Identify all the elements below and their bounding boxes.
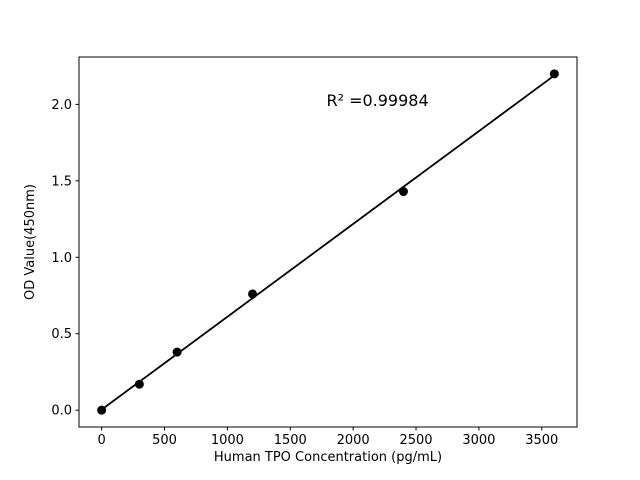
x-axis: 0 500 1000 1500 2000 2500 3000 3500 [97, 427, 558, 448]
r-squared-annotation: R² =0.99984 [326, 91, 428, 110]
svg-text:3000: 3000 [462, 433, 495, 448]
x-axis-label: Human TPO Concentration (pg/mL) [214, 450, 442, 465]
regression-line [101, 74, 555, 411]
data-points [97, 69, 559, 415]
svg-text:1.0: 1.0 [51, 251, 72, 266]
y-axis-label: OD Value(450nm) [23, 184, 38, 300]
svg-text:2.0: 2.0 [51, 98, 72, 113]
axes-frame [78, 56, 578, 428]
svg-text:500: 500 [152, 433, 177, 448]
svg-text:1000: 1000 [211, 433, 244, 448]
svg-text:3500: 3500 [525, 433, 558, 448]
svg-text:0.0: 0.0 [51, 404, 72, 419]
svg-text:0: 0 [97, 433, 105, 448]
svg-text:1.5: 1.5 [51, 174, 72, 189]
svg-text:0.5: 0.5 [51, 327, 72, 342]
svg-text:2000: 2000 [337, 433, 370, 448]
y-axis: 0.0 0.5 1.0 1.5 2.0 [51, 98, 79, 419]
svg-text:2500: 2500 [399, 433, 432, 448]
svg-text:1500: 1500 [274, 433, 307, 448]
